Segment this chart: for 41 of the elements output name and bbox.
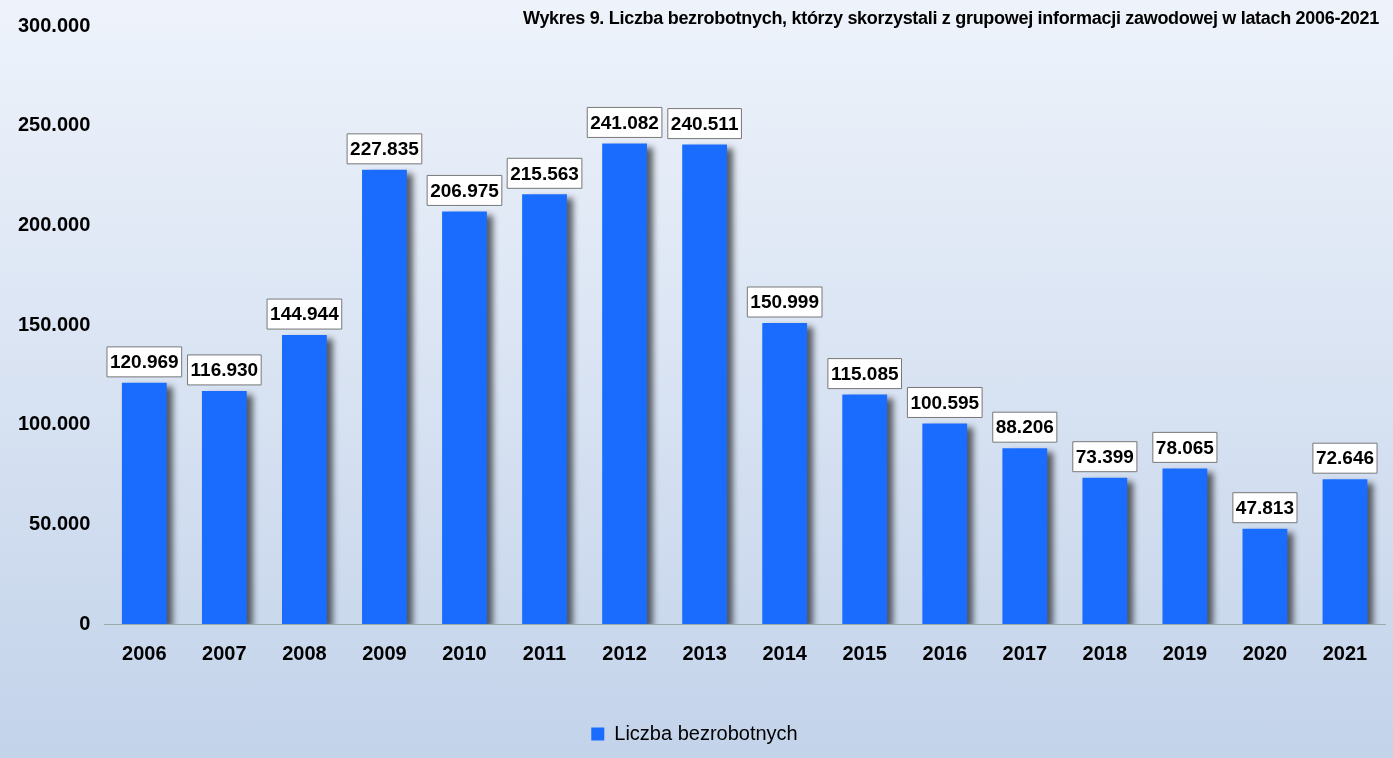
y-tick-label: 50.000 (29, 511, 91, 534)
data-label: 72.646 (1315, 447, 1375, 469)
y-tick-label: 300.000 (18, 13, 91, 36)
data-label: 240.511 (670, 112, 739, 134)
x-tick-label: 2016 (922, 641, 968, 664)
y-tick-label: 150.000 (18, 312, 91, 335)
x-tick-label: 2011 (522, 641, 567, 664)
data-label: 88.206 (995, 416, 1054, 438)
data-label: 100.595 (910, 391, 980, 413)
x-tick-label: 2009 (362, 641, 407, 664)
y-tick-label: 0 (79, 611, 91, 634)
data-label: 47.813 (1235, 496, 1294, 518)
chart-title: Wykres 9. Liczba bezrobotnych, którzy skorzystali z grupowej informacji zawodowej w latach 2006-2021 (523, 8, 1379, 29)
x-tick-label: 2010 (442, 641, 487, 664)
data-label: 144.944 (270, 303, 340, 325)
x-tick-label: 2013 (682, 641, 727, 664)
y-tick-label: 250.000 (18, 113, 91, 136)
data-label: 206.975 (430, 179, 500, 201)
x-tick-label: 2021 (1322, 641, 1368, 664)
data-label: 115.085 (830, 362, 899, 384)
data-label: 116.930 (190, 359, 259, 381)
x-tick-label: 2017 (1002, 641, 1048, 664)
data-label: 78.065 (1155, 436, 1215, 458)
y-tick-label: 100.000 (18, 412, 91, 435)
x-tick-label: 2019 (1162, 641, 1208, 664)
x-tick-label: 2014 (762, 641, 808, 664)
x-tick-label: 2007 (202, 641, 247, 664)
x-tick-label: 2008 (282, 641, 327, 664)
data-label: 73.399 (1075, 445, 1134, 467)
x-tick-label: 2006 (122, 641, 167, 664)
legend-label: Liczba bezrobotnych (614, 721, 798, 744)
data-label: 227.835 (350, 138, 420, 160)
x-tick-label: 2018 (1082, 641, 1128, 664)
data-label: 215.563 (510, 162, 579, 184)
y-tick-label: 200.000 (18, 212, 91, 235)
x-tick-label: 2020 (1242, 641, 1288, 664)
data-label: 241.082 (590, 111, 659, 133)
x-tick-label: 2012 (602, 641, 647, 664)
data-label: 150.999 (750, 291, 820, 313)
data-label: 120.969 (109, 351, 179, 373)
x-tick-label: 2015 (842, 641, 887, 664)
